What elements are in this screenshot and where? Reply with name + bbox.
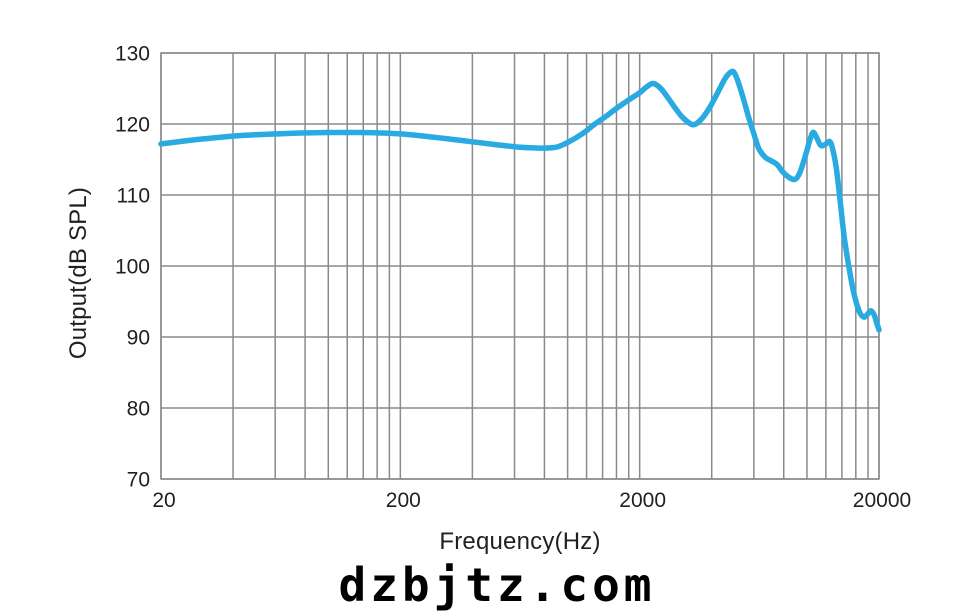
y-tick-label: 90 bbox=[127, 327, 150, 350]
plot-border bbox=[160, 52, 880, 480]
x-tick-label: 20 bbox=[152, 489, 175, 512]
x-tick-label: 2000 bbox=[619, 489, 666, 512]
y-axis-title: Output(dB SPL) bbox=[65, 186, 92, 360]
x-axis-title: Frequency(Hz) bbox=[439, 528, 601, 555]
y-tick-label: 130 bbox=[115, 43, 150, 66]
y-tick-label: 100 bbox=[115, 256, 150, 279]
y-tick-label: 80 bbox=[127, 398, 150, 421]
x-tick-label: 200 bbox=[386, 489, 421, 512]
y-tick-label: 70 bbox=[127, 469, 150, 492]
watermark-text: dzbjtz.com bbox=[338, 558, 656, 612]
y-tick-label: 110 bbox=[117, 185, 150, 208]
x-tick-label: 20000 bbox=[853, 489, 911, 512]
response-curve bbox=[158, 68, 882, 333]
y-tick-label: 120 bbox=[115, 114, 150, 137]
